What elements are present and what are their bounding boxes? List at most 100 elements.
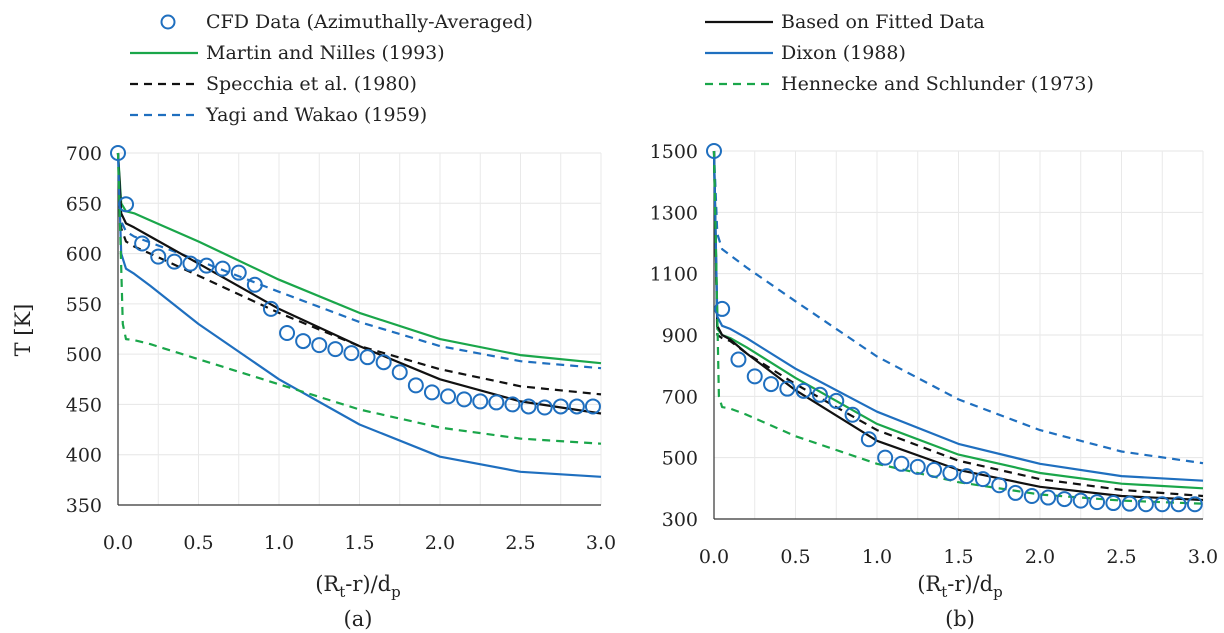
y-tick-label: 550 bbox=[66, 294, 102, 316]
series-group-b bbox=[712, 150, 1204, 505]
series-line-martin-and-nilles-1993 bbox=[116, 152, 602, 365]
x-tick-label: 2.0 bbox=[1025, 546, 1055, 568]
cfd-data-point bbox=[440, 388, 457, 405]
cfd-data-point bbox=[536, 399, 553, 416]
cfd-data-point bbox=[214, 260, 231, 277]
y-tick-label: 600 bbox=[66, 244, 102, 266]
series-line-based-on-fitted-data bbox=[116, 152, 602, 415]
cfd-data-point bbox=[472, 393, 489, 410]
legend-right: Based on Fitted Data Dixon (1988) Hennecke… bbox=[705, 11, 1094, 95]
cfd-data-point bbox=[763, 376, 780, 393]
x-tick-label: 0.0 bbox=[699, 546, 729, 568]
x-tick-label: 1.5 bbox=[943, 546, 973, 568]
cfd-data-point bbox=[327, 341, 344, 358]
cfd-data-point bbox=[246, 276, 263, 293]
x-tick-label: 0.0 bbox=[103, 532, 133, 554]
y-tick-label: 400 bbox=[66, 445, 102, 467]
legend-label-hennecke-and-schlunder-1973: Hennecke and Schlunder (1973) bbox=[781, 73, 1094, 95]
y-tick-label: 350 bbox=[66, 495, 102, 517]
cfd-data-point bbox=[110, 145, 126, 161]
legend-label-martin-and-nilles-1993: Martin and Nilles (1993) bbox=[206, 42, 445, 64]
cfd-data-point bbox=[262, 300, 279, 317]
cfd-data-point bbox=[568, 398, 585, 415]
cfd-data-point bbox=[1186, 496, 1203, 513]
cfd-data-point bbox=[375, 354, 392, 371]
y-tick-label: 1300 bbox=[650, 202, 698, 224]
cfd-data-point bbox=[958, 468, 975, 485]
cfd-data-point bbox=[343, 345, 360, 362]
series-line-yagi-and-wakao-1959 bbox=[116, 152, 602, 370]
series-line-dixon-1988 bbox=[116, 152, 602, 478]
x-tick-label: 1.0 bbox=[862, 546, 892, 568]
x-axis-title-b: (Rt-r)/dp bbox=[917, 572, 1003, 601]
y-tick-label: 700 bbox=[662, 386, 698, 408]
cfd-data-point bbox=[584, 398, 601, 415]
cfd-data-point bbox=[504, 396, 521, 413]
cfd-data-point bbox=[1137, 496, 1154, 513]
y-tick-labels-a: 350 400 450 500 550 600 650 700 bbox=[66, 143, 102, 517]
y-tick-label: 300 bbox=[662, 509, 698, 531]
cfd-data-point bbox=[926, 461, 943, 478]
cfd-data-point bbox=[1072, 492, 1089, 509]
cfd-data-point bbox=[974, 471, 991, 488]
cfd-data-point bbox=[552, 398, 569, 415]
cfd-data-point bbox=[182, 255, 199, 272]
cfd-data-point bbox=[795, 382, 812, 399]
x-tick-labels-a: 0.0 0.5 1.0 1.5 2.0 2.5 3.0 bbox=[103, 532, 616, 554]
cfd-data-point bbox=[311, 337, 328, 354]
x-tick-label: 0.5 bbox=[183, 532, 213, 554]
y-tick-label: 1500 bbox=[650, 141, 698, 163]
legend-label-specchia-et-al-1980: Specchia et al. (1980) bbox=[206, 73, 417, 95]
cfd-data-point bbox=[909, 458, 926, 475]
series-line-specchia-et-al-1980 bbox=[712, 150, 1204, 498]
cfd-data-point bbox=[1121, 495, 1138, 512]
series-line-based-on-fitted-data bbox=[712, 150, 1204, 502]
x-tick-label: 2.0 bbox=[425, 532, 455, 554]
y-tick-label: 1100 bbox=[650, 264, 698, 286]
series-line-yagi-and-wakao-1959 bbox=[712, 150, 1204, 465]
y-tick-labels-b: 300 500 700 900 1100 1300 1500 bbox=[650, 141, 698, 531]
cfd-data-point bbox=[134, 235, 151, 252]
cfd-data-point bbox=[295, 333, 312, 350]
cfd-data-point bbox=[991, 477, 1008, 494]
cfd-data-point bbox=[714, 300, 731, 317]
y-tick-label: 700 bbox=[66, 143, 102, 165]
y-tick-label: 900 bbox=[662, 325, 698, 347]
cfd-markers-b bbox=[706, 143, 1203, 513]
grid-a bbox=[117, 152, 602, 506]
cfd-data-point bbox=[1056, 491, 1073, 508]
cfd-data-point bbox=[150, 248, 167, 265]
cfd-data-point bbox=[730, 351, 747, 368]
cfd-data-point bbox=[520, 398, 537, 415]
cfd-data-point bbox=[877, 449, 894, 466]
series-line-dixon-1988 bbox=[712, 150, 1204, 482]
series-line-specchia-et-al-1980 bbox=[116, 152, 602, 396]
legend-left: CFD Data (Azimuthally-Averaged) Martin an… bbox=[130, 11, 533, 126]
series-line-hennecke-and-schlunder-1973 bbox=[712, 150, 1204, 505]
y-tick-label: 450 bbox=[66, 394, 102, 416]
cfd-data-point bbox=[1154, 496, 1171, 513]
x-tick-label: 3.0 bbox=[586, 532, 616, 554]
x-tick-label: 3.0 bbox=[1188, 546, 1218, 568]
cfd-data-point bbox=[118, 196, 135, 213]
cfd-data-point bbox=[423, 384, 440, 401]
x-tick-label: 1.5 bbox=[344, 532, 374, 554]
cfd-data-point bbox=[166, 253, 183, 270]
cfd-data-point bbox=[1170, 496, 1187, 513]
chart-panel-a: 350 400 450 500 550 600 650 700 0.0 0.5 1.0 1.5 2.0… bbox=[11, 143, 616, 631]
legend-label-dixon-1988: Dixon (1988) bbox=[781, 42, 906, 64]
legend-label-based-on-fitted-data: Based on Fitted Data bbox=[781, 11, 985, 33]
x-tick-label: 2.5 bbox=[1106, 546, 1136, 568]
series-group-a bbox=[116, 152, 602, 478]
cfd-data-point bbox=[407, 377, 424, 394]
x-tick-label: 2.5 bbox=[505, 532, 535, 554]
panel-label-b: (b) bbox=[945, 607, 975, 631]
x-tick-labels-b: 0.0 0.5 1.0 1.5 2.0 2.5 3.0 bbox=[699, 546, 1218, 568]
grid-b bbox=[713, 150, 1204, 520]
cfd-data-point bbox=[456, 391, 473, 408]
cfd-data-point bbox=[230, 264, 247, 281]
cfd-data-point bbox=[279, 325, 296, 342]
cfd-data-point bbox=[706, 143, 722, 159]
cfd-data-point bbox=[828, 392, 845, 409]
